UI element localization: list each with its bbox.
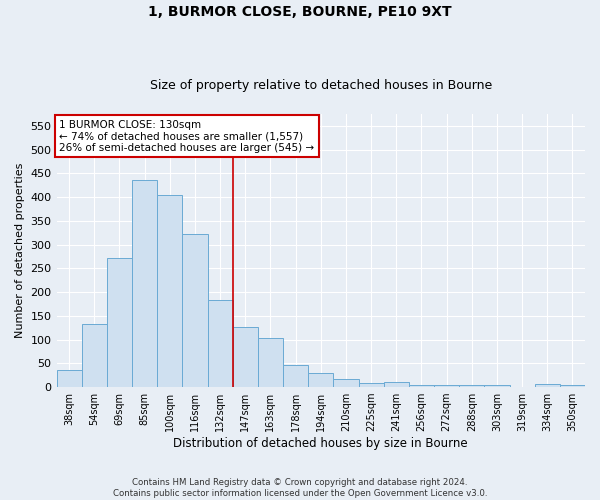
Bar xyxy=(409,385,434,387)
Text: 1, BURMOR CLOSE, BOURNE, PE10 9XT: 1, BURMOR CLOSE, BOURNE, PE10 9XT xyxy=(148,5,452,19)
Bar xyxy=(359,384,383,387)
Bar xyxy=(560,384,585,387)
Bar xyxy=(434,384,459,387)
Bar xyxy=(107,258,132,387)
Text: 1 BURMOR CLOSE: 130sqm
← 74% of detached houses are smaller (1,557)
26% of semi-: 1 BURMOR CLOSE: 130sqm ← 74% of detached… xyxy=(59,120,314,153)
Bar xyxy=(82,324,107,387)
Bar xyxy=(283,365,308,387)
Bar xyxy=(308,374,334,387)
Bar xyxy=(459,385,484,387)
Y-axis label: Number of detached properties: Number of detached properties xyxy=(15,163,25,338)
Bar xyxy=(182,234,208,387)
Bar xyxy=(132,180,157,387)
Bar xyxy=(258,338,283,387)
Bar xyxy=(208,300,233,387)
Title: Size of property relative to detached houses in Bourne: Size of property relative to detached ho… xyxy=(149,79,492,92)
Bar xyxy=(157,194,182,387)
X-axis label: Distribution of detached houses by size in Bourne: Distribution of detached houses by size … xyxy=(173,437,468,450)
Bar xyxy=(233,327,258,387)
Bar xyxy=(535,384,560,387)
Bar xyxy=(56,370,82,387)
Bar xyxy=(334,379,359,387)
Bar xyxy=(383,382,409,387)
Text: Contains HM Land Registry data © Crown copyright and database right 2024.
Contai: Contains HM Land Registry data © Crown c… xyxy=(113,478,487,498)
Bar xyxy=(484,384,509,387)
